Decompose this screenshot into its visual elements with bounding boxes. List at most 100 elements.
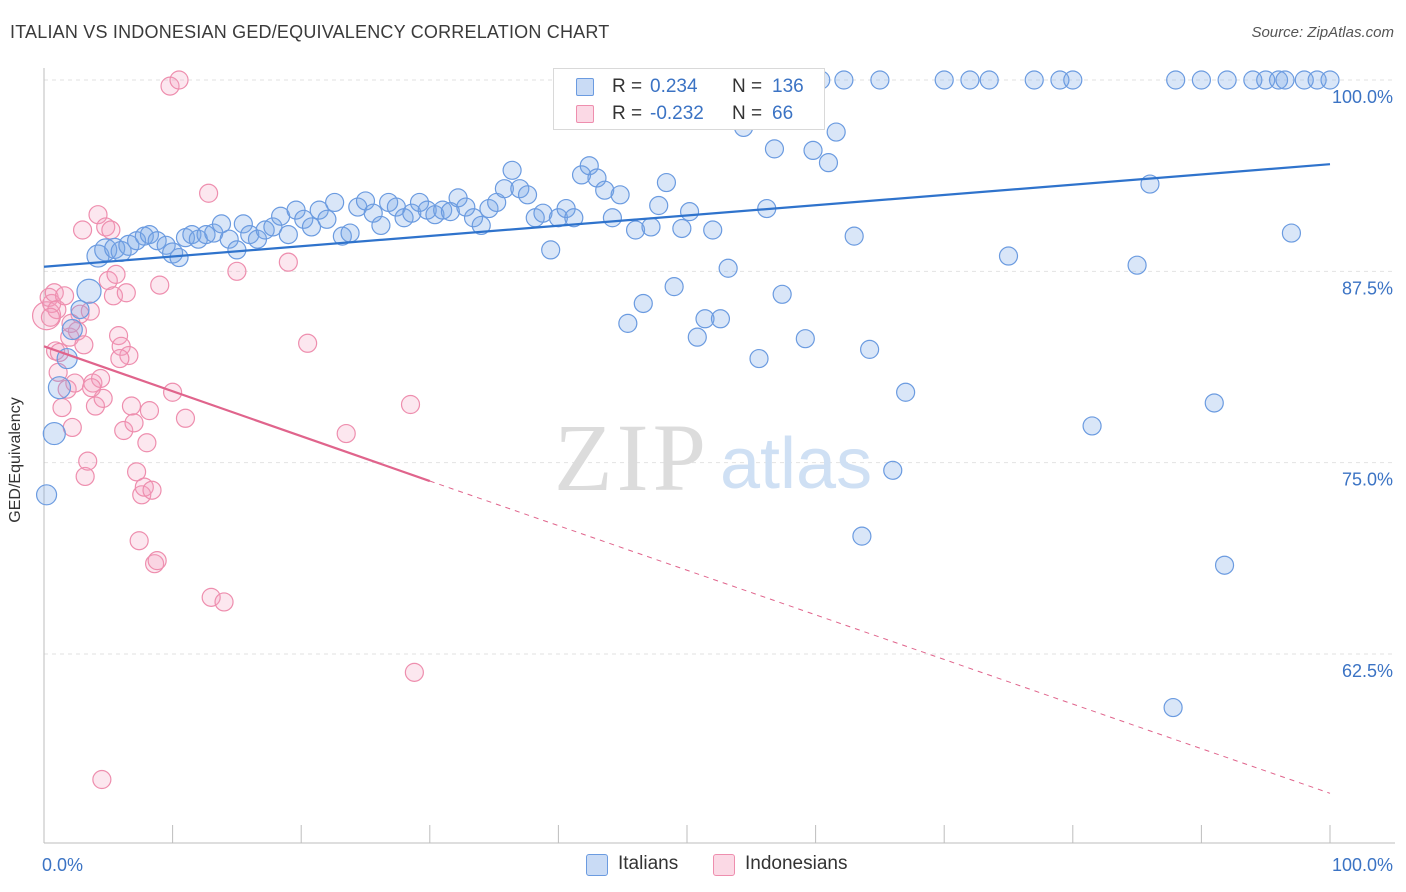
axes (43, 68, 1395, 844)
data-point (672, 218, 692, 239)
data-point (144, 554, 165, 574)
data-point (772, 284, 792, 304)
y-tick-label: 75.0% (1342, 470, 1393, 490)
chart-title: ITALIAN VS INDONESIAN GED/EQUIVALENCY CO… (10, 22, 610, 42)
data-point (1320, 70, 1340, 90)
data-point (169, 70, 189, 90)
data-point (85, 396, 106, 416)
data-point (42, 421, 66, 446)
x-tick-label-min: 0.0% (42, 855, 83, 875)
data-point (502, 160, 522, 180)
data-point (139, 224, 160, 245)
data-point (979, 70, 999, 90)
data-point (78, 451, 98, 471)
data-point (301, 217, 322, 237)
data-point (852, 526, 872, 546)
y-tick-label: 100.0% (1332, 87, 1393, 107)
data-point (227, 261, 247, 281)
data-point (139, 401, 160, 421)
watermark-zip: ZIP (554, 404, 710, 511)
data-point (147, 551, 167, 571)
data-point (255, 220, 275, 240)
data-point (664, 277, 684, 297)
data-point (710, 309, 731, 329)
data-point (175, 408, 196, 428)
source-label: Source: ZipAtlas.com (1251, 24, 1394, 41)
data-point (124, 413, 144, 433)
data-point (749, 348, 769, 369)
data-point (718, 258, 738, 278)
data-point (679, 202, 700, 222)
data-point (81, 378, 102, 398)
data-point (479, 198, 499, 219)
data-point (70, 300, 90, 320)
data-point (602, 208, 623, 228)
data-point (579, 156, 599, 176)
data-point (517, 185, 538, 205)
y-tick-label: 62.5% (1342, 661, 1393, 681)
legend-label: Indonesians (745, 853, 848, 874)
data-point (76, 278, 102, 304)
x-tick-label-max: 100.0% (1332, 855, 1393, 875)
data-point (263, 217, 283, 237)
indonesians-trend-extension (429, 480, 1331, 794)
data-point (294, 209, 314, 229)
data-point (278, 252, 298, 272)
data-point (494, 179, 514, 199)
indonesian-points (31, 70, 424, 790)
data-point (618, 313, 638, 333)
data-point (126, 462, 147, 482)
r-value: 0.234 (650, 76, 698, 97)
data-point (132, 485, 152, 505)
data-point (116, 283, 136, 303)
data-point (317, 209, 337, 229)
series-legend: Italians Indonesians (0, 851, 1406, 879)
data-point (88, 205, 108, 225)
watermark: ZIP atlas (554, 404, 872, 511)
data-point (80, 301, 100, 321)
data-point (896, 382, 916, 402)
data-point (764, 139, 785, 159)
italian-points (35, 70, 1340, 718)
n-value: 136 (772, 76, 804, 97)
data-point (633, 293, 653, 314)
data-point (110, 348, 130, 369)
data-point (595, 180, 615, 200)
data-point (199, 183, 219, 203)
data-point (510, 179, 530, 199)
data-point (1024, 70, 1044, 90)
data-point (1217, 70, 1237, 90)
italians-trend-line (43, 163, 1331, 268)
data-point (1163, 697, 1183, 718)
n-label: N = (732, 103, 763, 124)
data-point (72, 220, 93, 240)
data-point (687, 327, 707, 347)
data-point (62, 417, 82, 438)
data-point (211, 214, 232, 234)
r-label: R = (612, 76, 643, 97)
legend-label: Italians (618, 853, 679, 874)
data-point (61, 318, 83, 341)
data-point (409, 192, 430, 213)
data-point (74, 335, 94, 355)
data-point (795, 329, 815, 349)
indonesians-swatch (576, 105, 594, 123)
data-point (587, 168, 607, 188)
data-point (336, 423, 356, 444)
data-point (35, 484, 58, 506)
data-point (214, 592, 234, 612)
data-point (695, 309, 715, 329)
data-point (219, 229, 239, 249)
data-point (803, 140, 823, 161)
data-point (325, 192, 345, 213)
stats-legend: R = 0.234 N = 136 R = -0.232 N = 66 (553, 68, 825, 130)
italians-swatch (576, 78, 594, 96)
data-point (934, 70, 954, 90)
data-point (101, 220, 121, 240)
data-point (834, 70, 854, 90)
data-point (471, 215, 491, 236)
data-point (1214, 555, 1235, 575)
data-point (1275, 70, 1295, 90)
data-point (960, 70, 980, 90)
data-point (54, 286, 75, 306)
